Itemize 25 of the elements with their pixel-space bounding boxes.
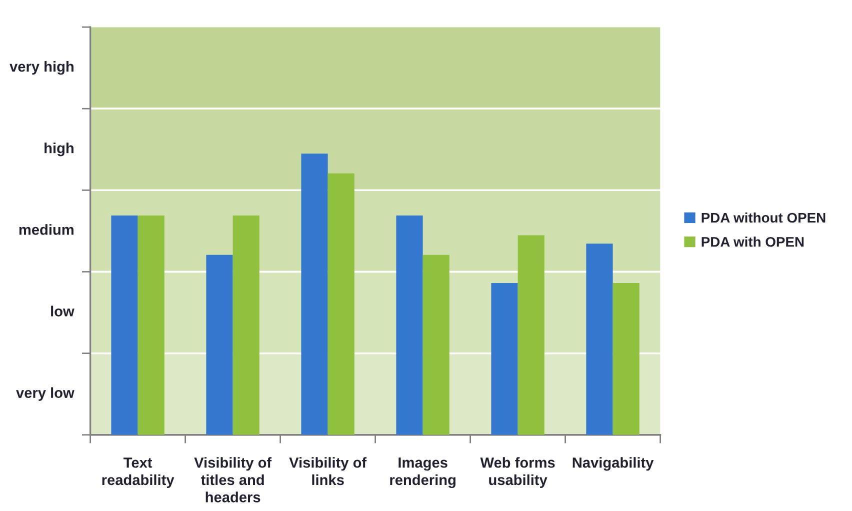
bar (301, 154, 328, 435)
bar (328, 173, 354, 435)
bar (396, 216, 423, 435)
bar (111, 216, 138, 435)
band-label: very high (10, 61, 74, 75)
x-tick-label: Text readability (102, 458, 174, 488)
bar (518, 235, 544, 435)
bar (586, 244, 613, 435)
bar (422, 254, 450, 435)
legend-label: PDA without OPEN (702, 212, 826, 223)
band-label: low (51, 306, 74, 316)
bar (491, 283, 518, 435)
band-label: medium (19, 224, 74, 235)
x-tick-label: Visibility of titles and headers (194, 457, 272, 502)
bar (232, 216, 260, 435)
band-label: high (44, 142, 74, 156)
bar (138, 216, 164, 435)
band-label: very low (16, 387, 74, 401)
bar (612, 283, 640, 435)
x-tick-label: Web forms usability (480, 457, 555, 488)
x-tick-label: Navigability (572, 457, 654, 471)
x-tick-label: Visibility of links (289, 457, 367, 486)
x-tick-label: Images rendering (390, 458, 456, 488)
legend-label: PDA with OPEN (702, 236, 804, 247)
bar (206, 254, 233, 435)
